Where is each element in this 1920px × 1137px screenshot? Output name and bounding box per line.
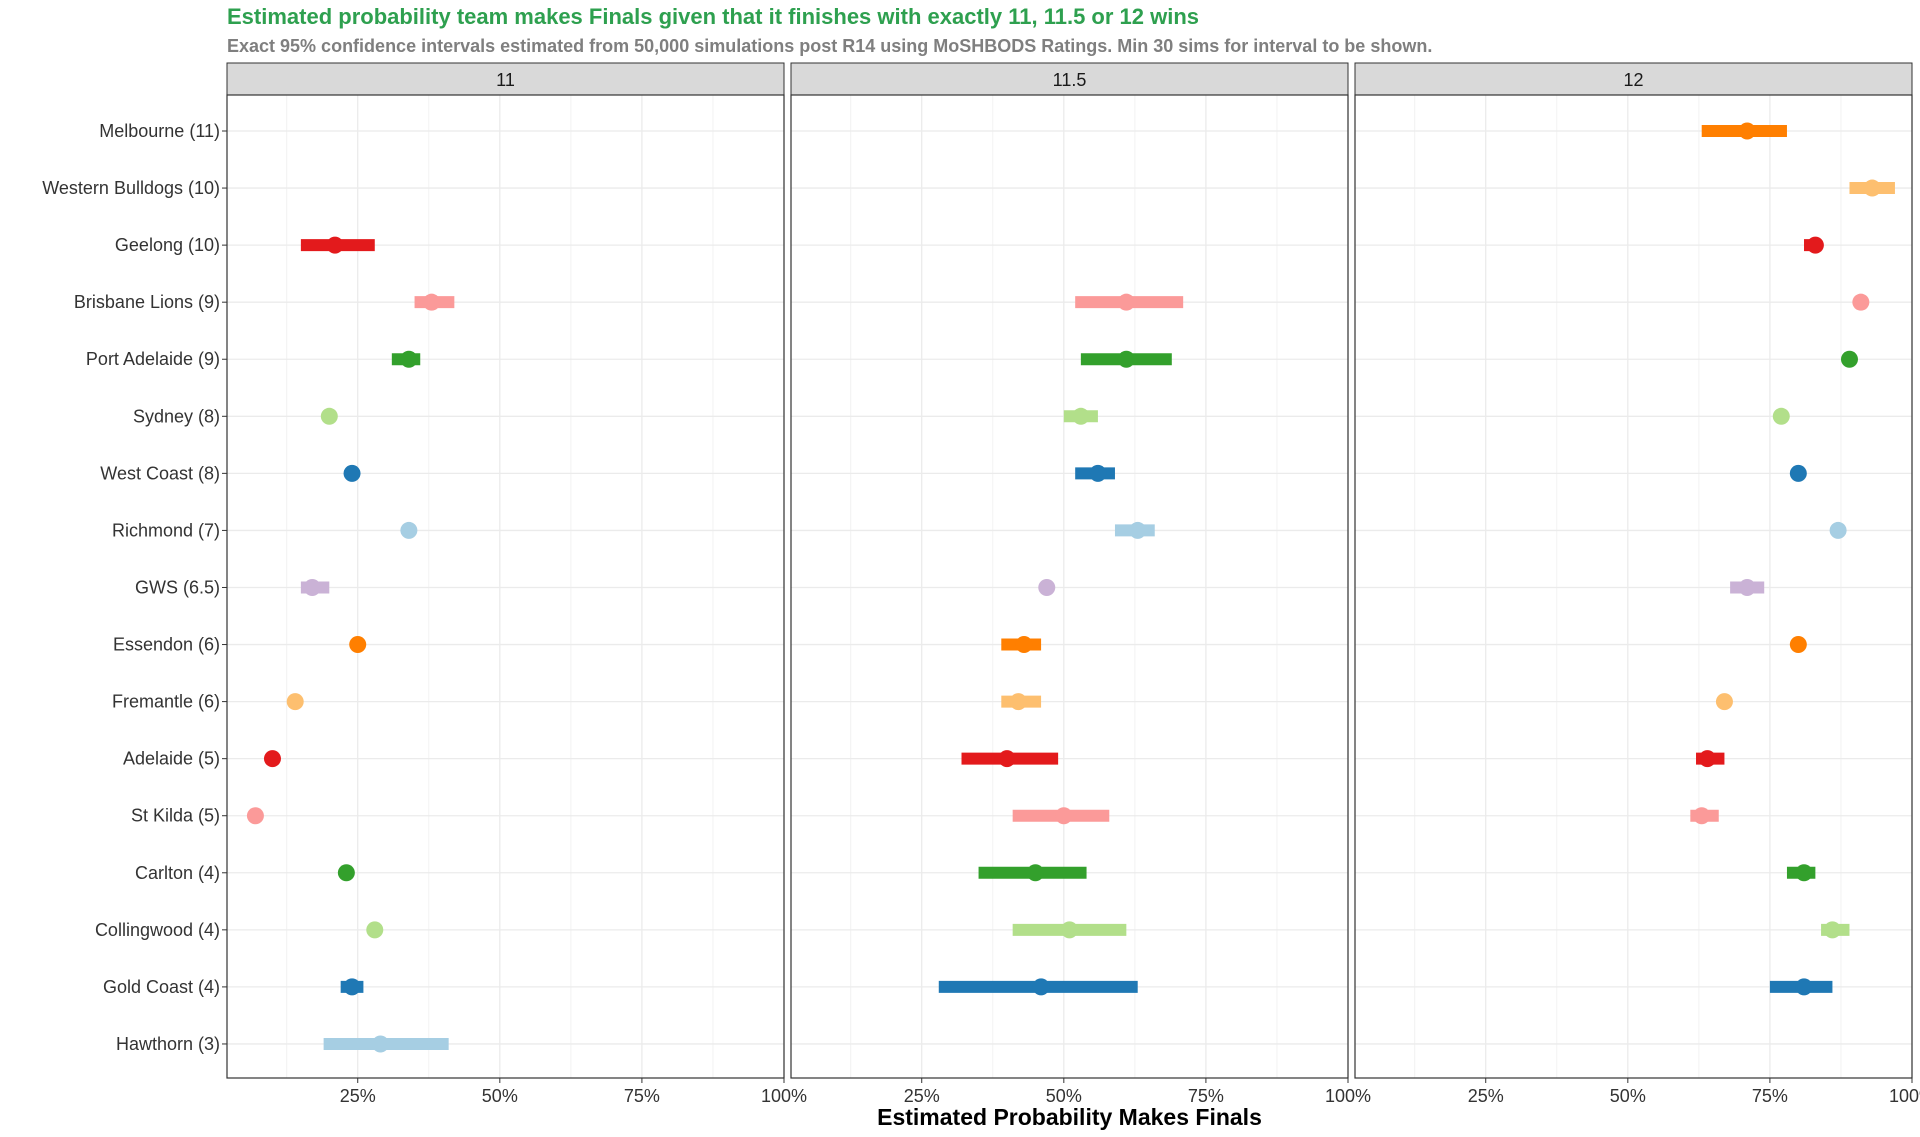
y-tick-label: GWS (6.5) <box>135 577 220 597</box>
estimate-point <box>1852 293 1870 311</box>
estimate-point <box>1032 978 1050 996</box>
y-tick-label: Essendon (6) <box>113 635 220 655</box>
x-tick-label: 100% <box>761 1086 807 1106</box>
x-tick-label: 50% <box>1046 1086 1082 1106</box>
y-tick-label: Richmond (7) <box>112 520 220 540</box>
y-tick-label: Collingwood (4) <box>95 920 220 940</box>
estimate-point <box>998 750 1016 768</box>
chart-subtitle: Exact 95% confidence intervals estimated… <box>227 36 1433 56</box>
estimate-point <box>400 350 418 368</box>
estimate-point <box>1738 578 1756 596</box>
y-tick-label: West Coast (8) <box>100 463 220 483</box>
y-tick-label: Melbourne (11) <box>99 121 220 141</box>
estimate-point <box>303 578 321 596</box>
estimate-point <box>1823 921 1841 939</box>
x-tick-label: 50% <box>482 1086 518 1106</box>
estimate-point <box>337 864 355 882</box>
panel-border <box>790 94 1349 1079</box>
estimate-point <box>1840 350 1858 368</box>
x-tick-label: 75% <box>624 1086 660 1106</box>
y-tick-label: Sydney (8) <box>133 406 220 426</box>
x-tick-label: 100% <box>1889 1086 1920 1106</box>
estimate-point <box>1009 693 1027 711</box>
estimate-point <box>1772 407 1790 425</box>
estimate-point <box>1863 179 1881 197</box>
x-tick-label: 100% <box>1325 1086 1371 1106</box>
x-tick-label: 25% <box>1468 1086 1504 1106</box>
estimate-point <box>1089 464 1107 482</box>
y-tick-label: Fremantle (6) <box>112 692 220 712</box>
y-tick-label: Carlton (4) <box>135 863 220 883</box>
estimate-point <box>366 921 384 939</box>
estimate-point <box>1117 293 1135 311</box>
estimate-point <box>1061 921 1078 939</box>
x-axis-label: Estimated Probability Makes Finals <box>877 1104 1262 1130</box>
estimate-point <box>371 1035 389 1053</box>
estimate-point <box>1038 578 1056 596</box>
y-tick-label: St Kilda (5) <box>131 806 220 826</box>
estimate-point <box>423 293 441 311</box>
x-tick-label: 75% <box>1752 1086 1788 1106</box>
estimate-point <box>1789 464 1807 482</box>
x-tick-label: 25% <box>340 1086 376 1106</box>
estimate-point <box>1806 236 1824 254</box>
estimate-point <box>1072 407 1090 425</box>
y-tick-label: Western Bulldogs (10) <box>42 178 220 198</box>
facet-strip <box>1354 62 1913 96</box>
estimate-point <box>343 978 361 996</box>
panel-border <box>1354 94 1913 1079</box>
estimate-point <box>1693 807 1711 825</box>
x-tick-label: 50% <box>1610 1086 1646 1106</box>
estimate-point <box>1715 693 1733 711</box>
estimate-point <box>1026 864 1044 882</box>
facet-strip-label: 12 <box>1623 70 1643 90</box>
y-tick-label: Geelong (10) <box>115 235 220 255</box>
facet-strip-label: 11.5 <box>1053 70 1087 90</box>
chart-title: Estimated probability team makes Finals … <box>227 4 1200 29</box>
estimate-point <box>1789 636 1807 654</box>
facet-strip-label: 11 <box>496 70 515 90</box>
estimate-point <box>1055 807 1073 825</box>
estimate-point <box>1129 521 1147 539</box>
estimate-point <box>343 464 361 482</box>
estimate-point <box>263 750 281 768</box>
estimate-point <box>1738 122 1756 140</box>
estimate-point <box>286 693 304 711</box>
estimate-point <box>400 521 418 539</box>
panel-border <box>226 94 785 1079</box>
estimate-point <box>1698 750 1716 768</box>
y-tick-label: Gold Coast (4) <box>103 977 220 997</box>
estimate-point <box>1795 864 1813 882</box>
facet-strip <box>790 62 1349 96</box>
estimate-point <box>326 236 344 254</box>
estimate-point <box>1829 521 1847 539</box>
x-tick-label: 75% <box>1188 1086 1224 1106</box>
estimate-point <box>1117 350 1135 368</box>
estimate-point <box>320 407 338 425</box>
y-tick-label: Adelaide (5) <box>123 749 220 769</box>
y-tick-label: Port Adelaide (9) <box>86 349 220 369</box>
facet-strip <box>226 62 785 96</box>
estimate-point <box>1795 978 1813 996</box>
estimate-point <box>1015 636 1033 654</box>
x-tick-label: 25% <box>904 1086 940 1106</box>
y-tick-label: Brisbane Lions (9) <box>74 292 220 312</box>
estimate-point <box>349 636 367 654</box>
y-tick-label: Hawthorn (3) <box>116 1034 220 1054</box>
estimate-point <box>246 807 264 825</box>
